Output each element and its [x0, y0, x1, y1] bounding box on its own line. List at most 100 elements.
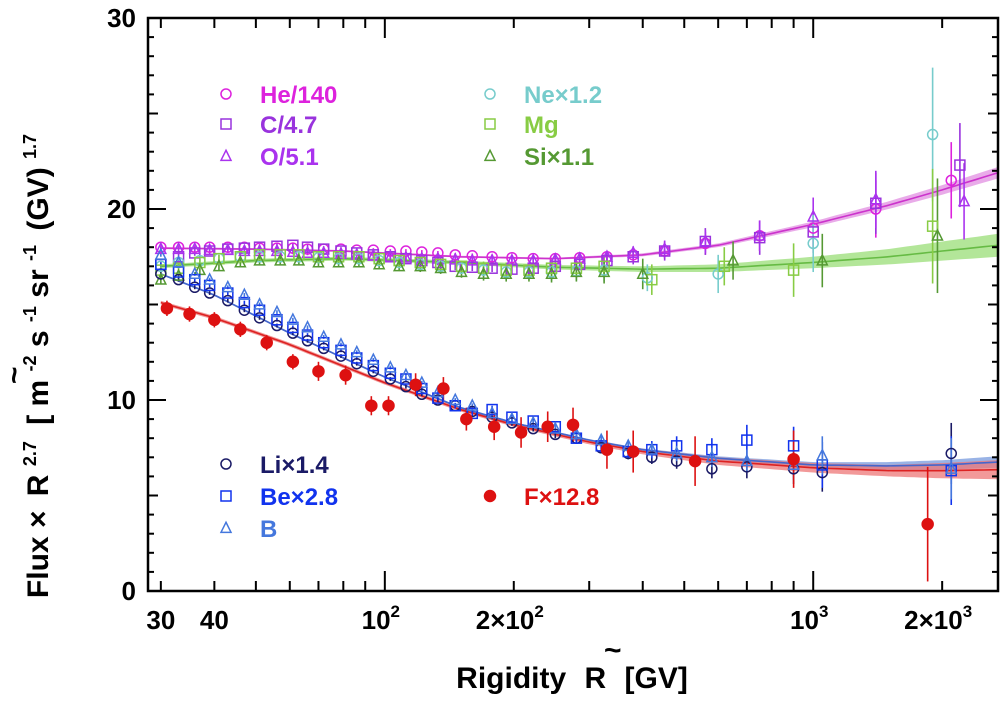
data-point-f-12-8	[409, 378, 422, 391]
data-point-si-1-1	[292, 253, 306, 266]
y-axis-title-sup2: -2	[20, 355, 40, 371]
data-point-f-12-8	[487, 420, 501, 433]
data-point-ne-1-2	[807, 237, 819, 250]
y-axis-title-sr: sr	[22, 269, 55, 298]
x-axis-title-symbol: R	[585, 662, 607, 695]
data-point-mg	[213, 252, 225, 265]
x-tick-label-base: 10	[362, 605, 391, 635]
x-tick-label-base: 30	[146, 605, 175, 635]
data-point-mg	[926, 220, 939, 232]
legend-label-be-2-8: Be×2.8	[260, 484, 338, 511]
legend-marker-f-12-8	[483, 489, 497, 503]
data-point-b	[595, 432, 608, 446]
legend-label-ne-1-2: Ne×1.2	[524, 82, 602, 109]
data-point-b	[253, 297, 266, 310]
data-point-c-4-7	[753, 231, 766, 244]
data-point-ne-1-2	[712, 268, 724, 280]
data-point-o-5-1	[485, 253, 499, 266]
data-point-si-1-1	[434, 260, 447, 274]
x-tick-label: 102	[362, 602, 400, 635]
data-point-li-1-4	[549, 428, 562, 441]
data-point-c-4-7	[172, 251, 185, 263]
data-point-c-4-7	[287, 239, 299, 252]
data-point-b	[645, 442, 659, 455]
data-point-b	[270, 304, 284, 318]
data-point-li-1-4	[222, 294, 234, 307]
legend-label-li-1-4: Li×1.4	[260, 452, 329, 479]
data-point-b	[172, 255, 185, 268]
data-point-li-1-4	[400, 380, 412, 393]
data-point-ne-1-2	[926, 128, 939, 141]
data-point-b	[154, 247, 168, 260]
x-tick-label-base: 10	[790, 605, 819, 635]
y-axis-tilde: ~	[0, 366, 31, 384]
data-point-b	[203, 272, 216, 285]
data-point-c-4-7	[400, 252, 412, 265]
data-point-he-140	[449, 249, 461, 261]
data-point-o-5-1	[172, 241, 185, 255]
data-point-be-2-8	[945, 464, 957, 477]
y-axis-title-symbol: R	[22, 474, 55, 496]
data-point-si-1-1	[636, 266, 649, 280]
data-point-si-1-1	[545, 266, 558, 280]
data-point-b	[399, 367, 413, 381]
data-point-f-12-8	[160, 302, 174, 315]
data-point-c-4-7	[807, 226, 819, 238]
data-point-mg	[455, 260, 468, 273]
x-tick-label-exp: 3	[819, 602, 828, 621]
x-tick-label-base: 2×10	[476, 605, 535, 635]
data-point-c-4-7	[301, 241, 314, 253]
legend-marker-ne-1-2	[484, 88, 496, 100]
data-point-b	[670, 446, 683, 459]
data-point-o-5-1	[869, 192, 883, 205]
x-axis-tilde: ~	[604, 634, 622, 667]
data-point-si-1-1	[931, 228, 944, 241]
data-point-b	[740, 453, 754, 467]
data-point-si-1-1	[455, 264, 468, 278]
x-tick-label: 40	[200, 605, 229, 635]
data-point-f-12-8	[208, 313, 221, 327]
data-point-f-12-8	[382, 399, 395, 412]
data-point-mg	[293, 249, 305, 261]
data-point-be-2-8	[486, 403, 498, 416]
data-point-b	[945, 461, 958, 474]
data-point-f-12-8	[312, 365, 325, 378]
data-point-c-4-7	[573, 258, 586, 271]
data-point-f-12-8	[234, 323, 247, 336]
data-point-mg	[718, 260, 731, 273]
x-tick-label: 2×102	[476, 602, 544, 635]
x-tick-label-base: 40	[200, 605, 229, 635]
data-point-mg	[332, 251, 345, 263]
data-point-f-12-8	[626, 445, 640, 458]
y-axis-title: Flux × R 2.7 [ m -2 s -1 sr -1 (GV) 1.7 …	[0, 134, 55, 598]
data-point-mg	[353, 251, 365, 263]
data-point-b	[526, 415, 540, 428]
y-axis-title-sup1: 2.7	[20, 441, 40, 466]
data-point-mg	[393, 254, 405, 267]
data-point-be-2-8	[189, 273, 201, 286]
data-point-f-12-8	[566, 418, 580, 432]
data-point-mg	[414, 256, 427, 269]
y-tick-label: 0	[122, 576, 136, 606]
x-tick-label-exp: 3	[963, 602, 972, 621]
data-point-mg	[477, 262, 490, 274]
data-point-li-1-4	[172, 273, 185, 286]
data-point-he-140	[486, 251, 498, 263]
x-tick-label-exp: 2	[534, 602, 543, 621]
data-point-f-12-8	[286, 355, 300, 369]
data-point-li-1-4	[238, 304, 251, 316]
data-point-b	[367, 352, 380, 365]
data-point-b	[286, 312, 300, 325]
data-point-he-140	[400, 245, 412, 257]
data-point-si-1-1	[477, 266, 490, 280]
data-point-be-2-8	[787, 440, 800, 452]
data-point-f-12-8	[183, 307, 196, 321]
data-point-o-5-1	[658, 241, 671, 255]
data-point-b	[505, 411, 519, 425]
data-point-b	[317, 329, 330, 343]
data-point-c-4-7	[271, 240, 283, 252]
data-point-c-4-7	[954, 159, 966, 171]
data-point-mg	[545, 262, 558, 274]
data-point-si-1-1	[352, 255, 366, 268]
data-point-si-1-1	[816, 253, 829, 266]
